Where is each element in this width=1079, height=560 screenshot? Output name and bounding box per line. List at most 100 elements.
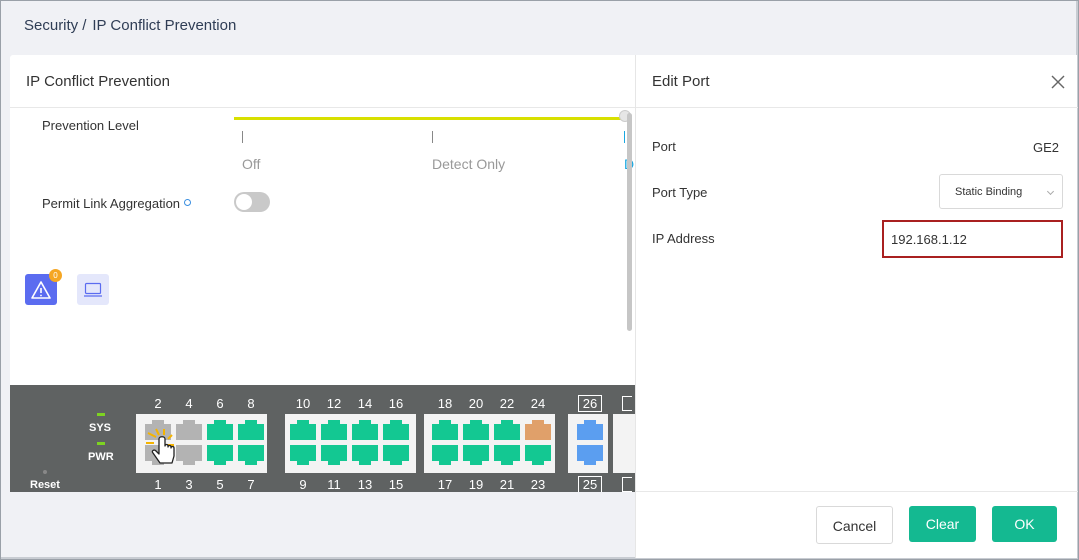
permit-link-aggregation-toggle[interactable] — [234, 192, 270, 212]
port-number-bottom: 13 — [357, 477, 373, 492]
port-9[interactable] — [290, 445, 316, 465]
port-number-top: 20 — [468, 396, 484, 411]
port-number-bottom: 23 — [530, 477, 546, 492]
port-4[interactable] — [176, 420, 202, 440]
port-latch — [297, 420, 309, 425]
clear-button[interactable]: Clear — [909, 506, 976, 542]
breadcrumb: Security / IP Conflict Prevention — [24, 17, 236, 34]
port-type-value: Static Binding — [955, 186, 1023, 198]
port-21[interactable] — [494, 445, 520, 465]
port-body — [176, 445, 202, 461]
ip-conflict-card: IP Conflict Prevention Prevention Level … — [10, 55, 635, 492]
info-icon[interactable] — [184, 199, 192, 206]
reset-pinhole[interactable] — [43, 470, 47, 474]
divider — [10, 107, 635, 108]
port-body — [290, 445, 316, 461]
port-number-top: 22 — [499, 396, 515, 411]
permit-link-aggregation-text: Permit Link Aggregation — [42, 196, 181, 211]
port-20[interactable] — [463, 420, 489, 440]
port-25[interactable] — [577, 445, 603, 465]
port-latch — [359, 460, 371, 465]
warning-icon — [31, 280, 51, 299]
prevention-level-slider[interactable] — [234, 117, 626, 120]
port-body — [321, 424, 347, 440]
ok-button[interactable]: OK — [992, 506, 1057, 542]
port-number-bottom: 21 — [499, 477, 515, 492]
port-number-top: 12 — [326, 396, 342, 411]
port-10[interactable] — [290, 420, 316, 440]
port-22[interactable] — [494, 420, 520, 440]
cancel-button[interactable]: Cancel — [816, 506, 893, 544]
port-body — [238, 424, 264, 440]
port-body — [463, 445, 489, 461]
port-26[interactable] — [577, 420, 603, 440]
chevron-down-icon — [1046, 187, 1055, 196]
port-number-top: 24 — [530, 396, 546, 411]
sys-label: SYS — [89, 422, 112, 434]
sfp-27-partial — [622, 396, 632, 411]
edit-port-title: Edit Port — [652, 73, 710, 90]
port-number-bottom: 25 — [578, 476, 602, 492]
port-body — [432, 424, 458, 440]
ip-address-input[interactable]: 192.168.1.12 — [882, 220, 1063, 258]
port-11[interactable] — [321, 445, 347, 465]
port-12[interactable] — [321, 420, 347, 440]
port-value: GE2 — [1032, 140, 1059, 155]
close-icon[interactable] — [1050, 74, 1066, 90]
port-7[interactable] — [238, 445, 264, 465]
port-13[interactable] — [352, 445, 378, 465]
level-option-off[interactable]: Off — [242, 156, 261, 172]
port-body — [577, 424, 603, 440]
port-24[interactable] — [525, 420, 551, 440]
port-6[interactable] — [207, 420, 233, 440]
port-number-top: 2 — [154, 396, 162, 411]
port-number-top: 26 — [578, 395, 602, 412]
port-number-bottom: 17 — [437, 477, 453, 492]
level-option-detect-only[interactable]: Detect Only — [432, 156, 506, 172]
port-latch — [501, 460, 513, 465]
port-number-bottom: 11 — [327, 477, 341, 492]
ip-address-label: IP Address — [652, 231, 715, 246]
port-body — [207, 424, 233, 440]
port-body — [207, 445, 233, 461]
port-3[interactable] — [176, 445, 202, 465]
breadcrumb-current: IP Conflict Prevention — [92, 17, 237, 34]
pwr-led — [97, 442, 105, 445]
switch-front-panel: SYS PWR Reset 2 1 4 3 6 5 8 7 10 9 12 11 14 13 16 15 18 1… — [10, 385, 635, 492]
port-latch — [152, 420, 164, 425]
tick-detect-block — [624, 131, 625, 143]
port-16[interactable] — [383, 420, 409, 440]
port-label: Port — [652, 139, 676, 154]
port-14[interactable] — [352, 420, 378, 440]
port-number-top: 10 — [295, 396, 311, 411]
card-title: IP Conflict Prevention — [26, 73, 170, 90]
toggle-knob — [236, 194, 252, 210]
port-latch — [152, 460, 164, 465]
breadcrumb-separator: / — [82, 17, 87, 34]
port-18[interactable] — [432, 420, 458, 440]
port-23[interactable] — [525, 445, 551, 465]
device-view-button[interactable] — [77, 274, 109, 305]
port-body — [383, 424, 409, 440]
port-number-bottom: 5 — [216, 477, 224, 492]
port-8[interactable] — [238, 420, 264, 440]
port-type-select[interactable]: Static Binding — [939, 174, 1063, 209]
port-17[interactable] — [432, 445, 458, 465]
divider — [636, 107, 1078, 108]
port-number-top: 18 — [437, 396, 453, 411]
port-number-bottom: 9 — [299, 477, 307, 492]
port-5[interactable] — [207, 445, 233, 465]
breadcrumb-parent[interactable]: Security — [24, 17, 79, 34]
port-group-sfp-2 — [613, 414, 635, 473]
port-latch — [183, 420, 195, 425]
port-15[interactable] — [383, 445, 409, 465]
port-latch — [245, 420, 257, 425]
port-19[interactable] — [463, 445, 489, 465]
reset-label: Reset — [30, 479, 60, 491]
divider — [636, 491, 1078, 492]
port-latch — [390, 420, 402, 425]
port-latch — [532, 420, 544, 425]
port-body — [290, 424, 316, 440]
port-latch — [214, 420, 226, 425]
card-scrollbar[interactable] — [627, 113, 632, 331]
